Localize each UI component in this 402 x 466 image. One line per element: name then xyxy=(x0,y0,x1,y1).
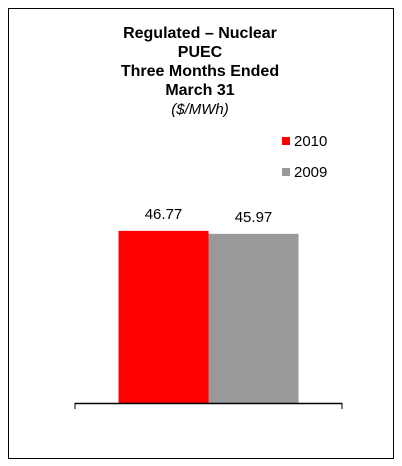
chart-title: Three Months Ended xyxy=(121,63,279,80)
legend-swatch xyxy=(282,168,290,176)
bar xyxy=(118,230,209,403)
chart-title: PUEC xyxy=(178,44,223,61)
chart-subtitle: ($/MWh) xyxy=(171,101,229,118)
data-label: 46.77 xyxy=(145,206,183,223)
data-label: 45.97 xyxy=(235,209,273,226)
legend-label: 2009 xyxy=(294,164,327,181)
frame xyxy=(8,8,394,459)
bar xyxy=(208,233,299,403)
legend-swatch xyxy=(282,137,290,145)
chart-title: Regulated – Nuclear xyxy=(123,25,277,42)
chart-title: March 31 xyxy=(165,82,234,99)
legend-label: 2010 xyxy=(294,133,327,150)
